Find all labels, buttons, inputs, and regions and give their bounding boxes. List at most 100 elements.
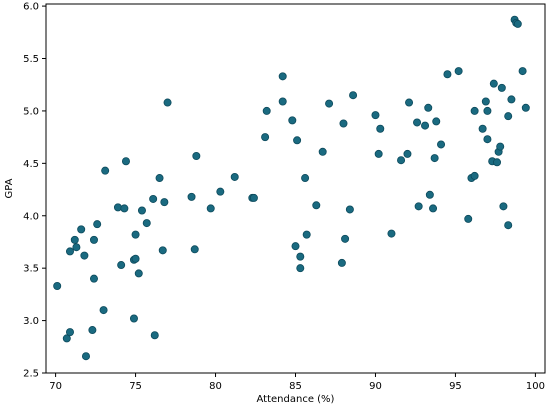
data-point (70, 235, 79, 244)
data-point (163, 98, 172, 107)
data-point (405, 98, 414, 107)
data-point (302, 230, 311, 239)
data-point (65, 247, 74, 256)
y-axis: 2.5 3.0 3.5 4.0 4.5 5.0 5.5 6.0 (23, 2, 46, 380)
data-point (301, 174, 310, 183)
data-point (521, 103, 530, 112)
data-point (496, 142, 505, 151)
data-point (489, 79, 498, 88)
y-axis-label: GPA (4, 178, 15, 198)
x-tick-label: 80 (209, 381, 222, 392)
data-point (72, 243, 81, 252)
data-point (464, 214, 473, 223)
data-point (403, 149, 412, 158)
data-point (117, 261, 126, 270)
x-tick-label: 95 (449, 381, 462, 392)
data-point (414, 202, 423, 211)
data-point (337, 258, 346, 267)
data-point (349, 91, 358, 100)
data-point (371, 111, 380, 120)
data-point (121, 157, 130, 166)
data-point (89, 235, 98, 244)
data-point (318, 147, 327, 156)
data-point (187, 192, 196, 201)
data-point (483, 135, 492, 144)
data-point (288, 116, 297, 125)
data-point (249, 193, 258, 202)
x-axis: 70 75 80 85 90 95 100 (49, 373, 545, 392)
points-layer (53, 15, 530, 361)
data-point (160, 198, 169, 207)
data-point (421, 121, 430, 130)
data-point (113, 203, 122, 212)
data-point (478, 124, 487, 133)
data-point (278, 72, 287, 81)
data-point (190, 245, 199, 254)
data-point (278, 97, 287, 106)
data-point (397, 156, 406, 165)
data-point (262, 106, 271, 115)
data-point (80, 251, 89, 260)
data-point (325, 99, 334, 108)
data-point (101, 166, 110, 175)
data-point (429, 204, 438, 213)
data-point (454, 67, 463, 76)
data-point (216, 187, 225, 196)
data-point (53, 281, 62, 290)
data-point (149, 194, 158, 203)
plot-area-frame (45, 3, 546, 374)
data-point (443, 70, 452, 79)
data-point (312, 201, 321, 210)
data-point (424, 103, 433, 112)
data-point (507, 95, 516, 104)
x-axis-label: Attendance (%) (257, 394, 335, 405)
y-tick-label: 3.5 (23, 264, 39, 275)
data-point (134, 269, 143, 278)
x-tick-label: 100 (526, 381, 545, 392)
data-point (93, 220, 102, 229)
data-point (158, 246, 167, 255)
data-point (518, 67, 527, 76)
data-point (493, 158, 502, 167)
data-point (470, 106, 479, 115)
data-point (131, 230, 140, 239)
data-point (437, 140, 446, 149)
x-tick-label: 85 (289, 381, 302, 392)
data-point (131, 254, 140, 263)
data-point (504, 221, 513, 230)
data-point (413, 118, 422, 127)
y-tick-label: 5.5 (23, 54, 39, 65)
data-point (155, 174, 164, 183)
x-tick-label: 70 (49, 381, 62, 392)
data-point (89, 274, 98, 283)
data-point (470, 171, 479, 180)
y-tick-label: 2.5 (23, 369, 39, 380)
data-point (81, 352, 90, 361)
data-point (341, 234, 350, 243)
y-tick-label: 3.0 (23, 316, 39, 327)
data-point (345, 205, 354, 214)
data-point (497, 83, 506, 92)
data-point (293, 136, 302, 145)
data-point (339, 119, 348, 128)
data-point (504, 112, 513, 121)
data-point (296, 252, 305, 261)
data-point (192, 152, 201, 161)
data-point (120, 204, 129, 213)
data-point (483, 106, 492, 115)
data-point (65, 328, 74, 337)
y-tick-label: 6.0 (23, 2, 39, 13)
data-point (513, 19, 522, 28)
data-point (376, 124, 385, 133)
data-point (425, 190, 434, 199)
data-point (99, 306, 108, 315)
data-point (142, 219, 151, 228)
data-point (230, 172, 239, 181)
y-tick-label: 4.0 (23, 211, 39, 222)
data-point (374, 149, 383, 158)
data-point (261, 133, 270, 142)
data-point (137, 206, 146, 215)
data-point (430, 154, 439, 163)
y-tick-label: 4.5 (23, 159, 39, 170)
